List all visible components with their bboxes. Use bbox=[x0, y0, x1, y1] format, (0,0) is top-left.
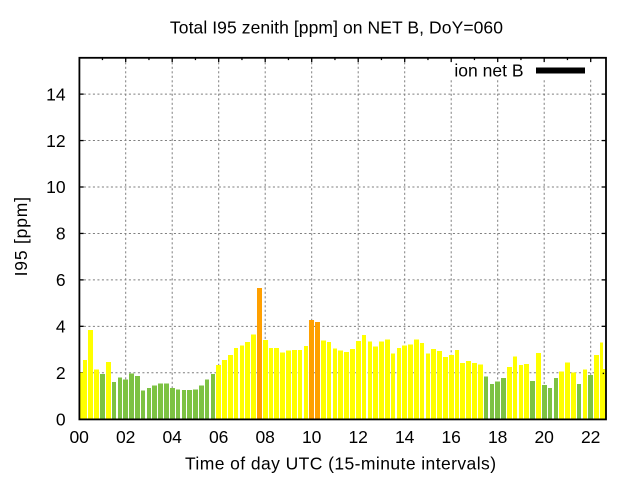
svg-text:6: 6 bbox=[56, 270, 66, 290]
svg-text:06: 06 bbox=[209, 427, 228, 447]
svg-text:22: 22 bbox=[581, 427, 600, 447]
svg-text:20: 20 bbox=[534, 427, 554, 447]
svg-text:ion net B: ion net B bbox=[454, 61, 523, 81]
svg-text:I95 [ppm]: I95 [ppm] bbox=[11, 196, 31, 276]
svg-text:10: 10 bbox=[302, 427, 322, 447]
svg-text:8: 8 bbox=[56, 224, 66, 244]
svg-text:14: 14 bbox=[395, 427, 415, 447]
svg-text:00: 00 bbox=[69, 427, 89, 447]
svg-text:04: 04 bbox=[162, 427, 182, 447]
svg-text:Total I95 zenith [ppm] on NET: Total I95 zenith [ppm] on NET B, DoY=060 bbox=[170, 18, 503, 38]
svg-text:10: 10 bbox=[46, 177, 66, 197]
svg-text:4: 4 bbox=[56, 317, 66, 337]
svg-text:Time of day UTC (15-minute int: Time of day UTC (15-minute intervals) bbox=[185, 454, 497, 474]
svg-text:2: 2 bbox=[56, 363, 66, 383]
svg-text:16: 16 bbox=[441, 427, 460, 447]
svg-text:02: 02 bbox=[116, 427, 135, 447]
svg-text:08: 08 bbox=[255, 427, 274, 447]
svg-text:12: 12 bbox=[348, 427, 367, 447]
svg-text:14: 14 bbox=[46, 84, 66, 104]
svg-text:18: 18 bbox=[488, 427, 507, 447]
svg-text:0: 0 bbox=[56, 409, 66, 429]
svg-text:12: 12 bbox=[46, 131, 65, 151]
